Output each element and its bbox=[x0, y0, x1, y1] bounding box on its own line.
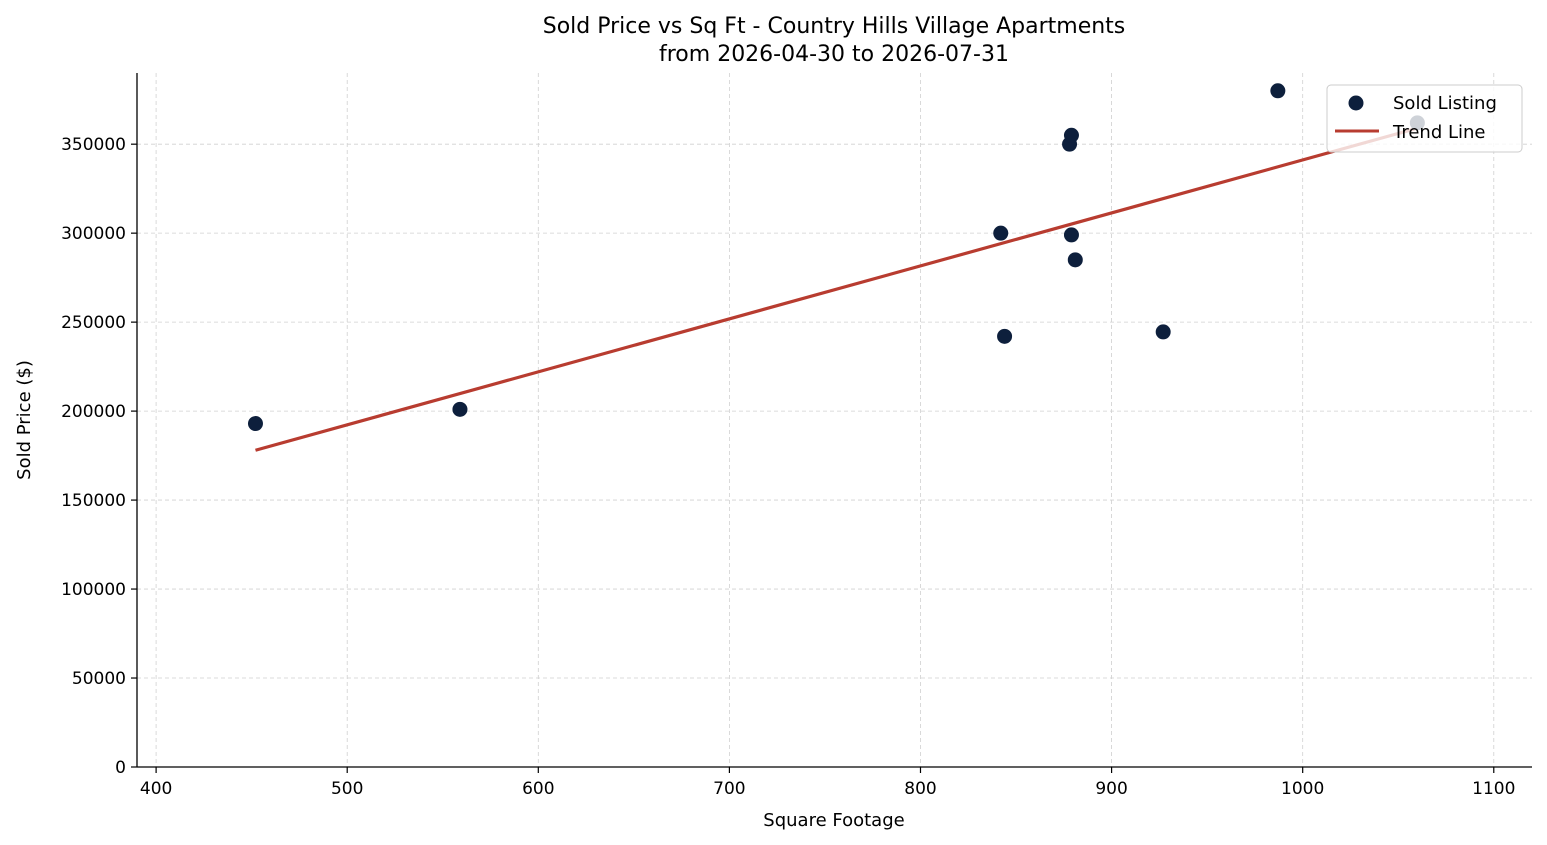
y-tick-label: 300000 bbox=[61, 224, 126, 244]
y-tick-label: 150000 bbox=[61, 491, 126, 511]
y-tick-label: 50000 bbox=[72, 669, 126, 689]
sold-listing-point bbox=[993, 225, 1009, 241]
x-tick-label: 900 bbox=[1095, 779, 1127, 799]
legend-label-trend-line: Trend Line bbox=[1392, 122, 1486, 143]
trend-line-layer bbox=[255, 126, 1418, 452]
x-tick-label: 700 bbox=[713, 779, 745, 799]
legend: Sold Listing Trend Line bbox=[1326, 84, 1523, 153]
y-ticks: 0 50000 100000 150000 200000 250000 300000 3500… bbox=[61, 135, 137, 778]
y-tick-label: 350000 bbox=[61, 135, 126, 155]
sold-listing-point bbox=[1270, 83, 1286, 99]
trend-line bbox=[255, 126, 1418, 452]
x-ticks: 400 500 600 700 800 900 1000 1100 bbox=[140, 767, 1515, 799]
legend-label-sold-listing: Sold Listing bbox=[1393, 93, 1497, 114]
chart-title: Sold Price vs Sq Ft - Country Hills Vill… bbox=[543, 14, 1126, 39]
scatter-points bbox=[247, 83, 1425, 432]
x-tick-label: 1100 bbox=[1472, 779, 1515, 799]
x-axis-label: Square Footage bbox=[763, 810, 904, 831]
sold-listing-point bbox=[1067, 252, 1083, 268]
sold-listing-point bbox=[452, 401, 468, 417]
y-tick-label: 100000 bbox=[61, 580, 126, 600]
y-axis-label: Sold Price ($) bbox=[14, 360, 35, 480]
y-tick-label: 200000 bbox=[61, 402, 126, 422]
x-tick-label: 400 bbox=[140, 779, 172, 799]
sold-listing-point bbox=[1155, 324, 1171, 340]
axes bbox=[136, 73, 1532, 768]
y-tick-label: 250000 bbox=[61, 313, 126, 333]
sold-listing-point bbox=[1063, 227, 1079, 243]
sold-listing-point bbox=[1063, 127, 1079, 143]
legend-marker-sold-listing bbox=[1348, 95, 1364, 111]
x-tick-label: 600 bbox=[522, 779, 554, 799]
y-tick-label: 0 bbox=[115, 758, 126, 778]
grid bbox=[137, 73, 1532, 768]
sold-listing-point bbox=[247, 416, 263, 432]
x-tick-label: 500 bbox=[331, 779, 363, 799]
chart-subtitle: from 2026-04-30 to 2026-07-31 bbox=[659, 42, 1009, 67]
sold-listing-point bbox=[997, 328, 1013, 344]
legend-box bbox=[1326, 84, 1523, 153]
x-tick-label: 800 bbox=[904, 779, 936, 799]
x-tick-label: 1000 bbox=[1281, 779, 1324, 799]
